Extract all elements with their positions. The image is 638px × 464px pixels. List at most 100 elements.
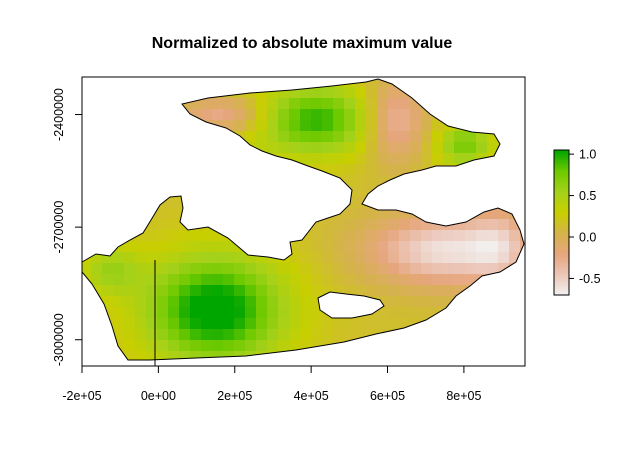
raster-cell <box>465 153 477 165</box>
raster-cell <box>212 175 224 187</box>
raster-cell <box>498 153 510 165</box>
colorbar-segment <box>554 251 569 255</box>
raster-cell <box>432 340 444 352</box>
raster-cell <box>157 296 169 308</box>
raster-cell <box>267 318 279 330</box>
raster-cell <box>333 87 345 99</box>
raster-cell <box>509 318 521 330</box>
raster-cell <box>520 120 524 132</box>
raster-cell <box>432 175 444 187</box>
raster-cell <box>234 175 246 187</box>
x-tick-label: -2e+05 <box>62 389 101 403</box>
raster-cell <box>179 230 191 242</box>
raster-cell <box>322 109 334 121</box>
raster-cell <box>278 219 290 231</box>
raster-cell <box>476 164 488 176</box>
raster-cell <box>278 197 290 209</box>
raster-cell <box>168 164 180 176</box>
raster-cell <box>311 186 323 198</box>
raster-cell <box>289 131 301 143</box>
raster-cell <box>278 164 290 176</box>
raster-cell <box>212 98 224 110</box>
raster-cell <box>135 362 147 374</box>
raster-cell <box>91 175 103 187</box>
raster-cell <box>388 318 400 330</box>
raster-cell <box>432 296 444 308</box>
raster-cell <box>322 274 334 286</box>
raster-cell <box>201 362 213 374</box>
raster-cell <box>520 307 524 319</box>
colorbar-segment <box>554 166 569 170</box>
raster-cell <box>388 351 400 360</box>
raster-cell <box>113 175 125 187</box>
raster-cell <box>212 296 224 308</box>
raster-cell <box>91 164 103 176</box>
colorbar-segment <box>554 157 569 161</box>
raster-cell <box>366 241 378 253</box>
raster-cell <box>322 142 334 154</box>
raster-cell <box>234 329 246 341</box>
raster-cell <box>520 252 524 264</box>
raster-cell <box>454 241 466 253</box>
raster-cell <box>333 131 345 143</box>
raster-cell <box>289 329 301 341</box>
raster-cell <box>432 263 444 275</box>
raster-cell <box>223 79 235 88</box>
raster-cell <box>245 153 257 165</box>
raster-cell <box>124 307 136 319</box>
raster-cell <box>443 98 455 110</box>
raster-cell <box>421 230 433 242</box>
raster-cell <box>498 120 510 132</box>
colorbar-segment <box>554 183 569 187</box>
raster-cell <box>223 120 235 132</box>
raster-cell <box>245 351 257 360</box>
raster-cell <box>421 329 433 341</box>
raster-cell <box>476 351 488 360</box>
raster-cell <box>278 87 290 99</box>
raster-cell <box>311 329 323 341</box>
raster-cell <box>421 79 433 88</box>
raster-cell <box>223 329 235 341</box>
raster-cell <box>300 79 312 88</box>
colorbar-segment <box>554 164 569 168</box>
raster-cell <box>520 79 524 88</box>
raster-cell <box>432 98 444 110</box>
raster-cell <box>509 186 521 198</box>
raster-cell <box>168 329 180 341</box>
raster-cell <box>476 252 488 264</box>
raster-cell <box>366 252 378 264</box>
raster-cell <box>454 296 466 308</box>
raster-cell <box>388 362 400 374</box>
raster-cell <box>168 241 180 253</box>
raster-cell <box>135 274 147 286</box>
raster-cell <box>234 153 246 165</box>
raster-cell <box>344 263 356 275</box>
raster-cell <box>498 263 510 275</box>
colorbar-segment <box>554 273 569 277</box>
raster-cell <box>157 307 169 319</box>
raster-cell <box>102 197 114 209</box>
raster-cell <box>190 274 202 286</box>
raster-cell <box>509 219 521 231</box>
raster-cell <box>201 208 213 220</box>
raster-cell <box>454 186 466 198</box>
raster-cell <box>443 87 455 99</box>
raster-cell <box>179 164 191 176</box>
raster-cell <box>443 329 455 341</box>
raster-cell <box>113 296 125 308</box>
raster-cell <box>212 79 224 88</box>
raster-cell <box>410 274 422 286</box>
raster-cell <box>289 230 301 242</box>
raster-cell <box>190 307 202 319</box>
raster-cell <box>322 219 334 231</box>
raster-cell <box>465 362 477 374</box>
raster-cell <box>432 285 444 297</box>
raster-cell <box>223 109 235 121</box>
raster-cell <box>190 340 202 352</box>
raster-cell <box>509 329 521 341</box>
raster-cell <box>399 219 411 231</box>
raster-cell <box>487 164 499 176</box>
raster-cell <box>234 274 246 286</box>
raster-cell <box>113 98 125 110</box>
raster-cell <box>487 98 499 110</box>
